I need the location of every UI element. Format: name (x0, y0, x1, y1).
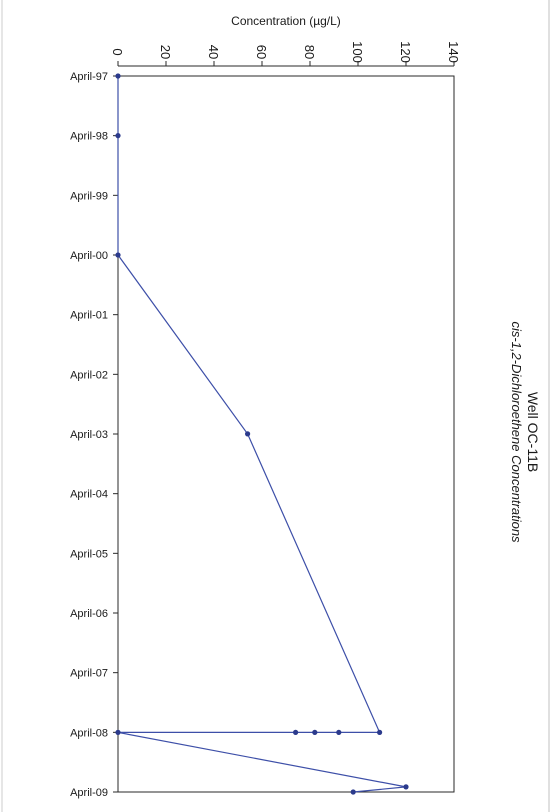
data-point (336, 729, 342, 736)
series-line (117, 76, 407, 793)
date-tick-label: April-02 (70, 369, 108, 381)
scan-edge-right (548, 0, 550, 812)
date-tick-label: April-04 (70, 489, 108, 501)
title-group: Well OC-11B cis-1,2-Dichloroethene Conce… (509, 321, 541, 543)
value-tick-label: 80 (302, 45, 317, 59)
value-tick-label: 100 (350, 41, 365, 63)
data-point (115, 133, 121, 139)
chart-title: Well OC-11B (525, 392, 541, 472)
plot-area-frame (117, 75, 455, 793)
date-tick-label: April-00 (70, 250, 108, 262)
date-tick-label: April-08 (70, 727, 108, 739)
date-tick-label: April-09 (70, 787, 108, 799)
value-axis-ticks: 0 20 40 60 80 100 120 140 (110, 41, 461, 66)
value-tick-label: 20 (158, 45, 173, 59)
data-point (377, 729, 383, 736)
data-point (350, 789, 356, 795)
date-tick-label: April-05 (70, 548, 108, 560)
scan-edge-left (1, 0, 3, 812)
date-tick-label: April-06 (70, 608, 108, 620)
chart-subtitle: cis-1,2-Dichloroethene Concentrations (509, 321, 524, 543)
date-axis-ticks: April-97 April-98 April-99 April-00 April-01… (70, 71, 118, 799)
date-tick-label: April-97 (70, 71, 108, 83)
series-markers (115, 73, 409, 795)
data-point (115, 252, 121, 258)
data-point (312, 729, 318, 736)
data-point (115, 729, 121, 736)
value-tick-label: 140 (446, 41, 461, 63)
value-tick-label: 60 (254, 45, 269, 59)
data-point (293, 729, 299, 736)
data-point (245, 431, 251, 437)
date-tick-label: April-01 (70, 310, 108, 322)
date-tick-label: April-03 (70, 429, 108, 441)
value-tick-label: 0 (110, 48, 125, 55)
value-axis-title: Concentration (µg/L) (231, 14, 341, 28)
value-tick-label: 40 (206, 45, 221, 59)
data-point (403, 784, 409, 790)
date-tick-label: April-98 (70, 131, 108, 143)
data-point (115, 73, 121, 79)
value-tick-label: 120 (398, 41, 413, 63)
date-tick-label: April-07 (70, 668, 108, 680)
date-tick-label: April-99 (70, 190, 108, 202)
